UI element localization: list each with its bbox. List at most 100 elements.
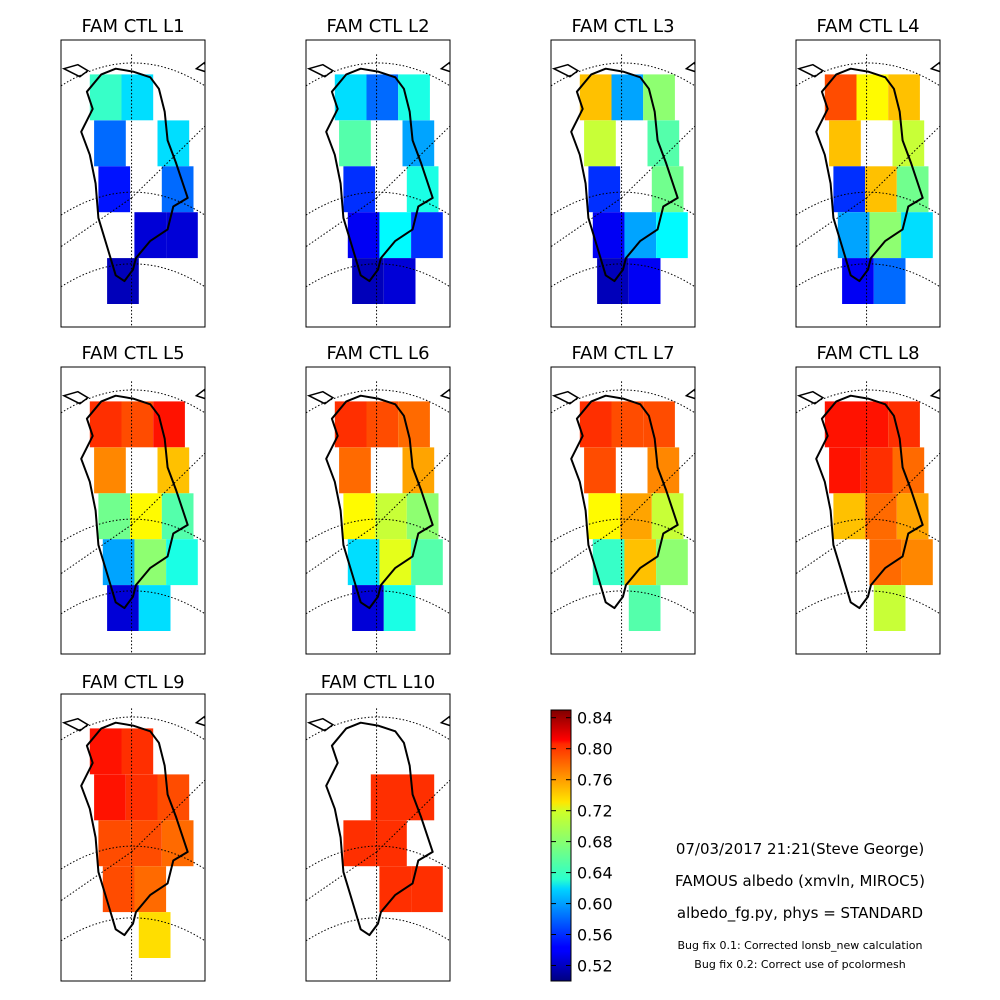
panel-frame [550,366,696,655]
cell-p4-r0-c2 [888,74,920,121]
cell-p4-r3-c2 [901,212,933,259]
panel-9: FAM CTL L9 [60,672,206,982]
coastline [80,67,189,283]
cell-p7-r3-c1 [624,539,657,586]
latitude-line [796,590,940,615]
cell-p3-r2-c0 [588,166,621,213]
cell-p5-r1-c2 [157,447,190,494]
latitude-line [796,191,940,216]
latitude-line [306,845,450,870]
latitude-line [61,263,205,288]
cell-p1-r0-c1 [121,74,154,121]
coastline [61,390,90,405]
panel-frame [305,366,451,655]
colorbar-tick-label: 0.52 [577,957,613,976]
panel-frame [795,366,941,655]
panel-frame [60,39,206,328]
panel-6: FAM CTL L6 [305,343,451,655]
coastline [929,61,940,73]
cell-p8-r1-c0 [829,447,861,494]
latitude-line [61,518,205,543]
coastline [61,717,90,732]
cell-p10-r1-c2 [402,774,435,821]
cell-p4-r1-c2 [892,120,925,167]
cell-p5-r2-c1 [130,493,162,540]
coastline [80,394,189,610]
panel-frame [305,693,451,982]
cell-p2-r4-c1 [383,258,416,304]
colorbar-tick-label: 0.64 [577,864,613,883]
panel-frame [795,39,941,328]
cell-p2-r2-c0 [343,166,376,213]
cell-p8-r4-c1 [873,585,906,631]
cell-p9-r4-c1 [138,912,171,958]
cell-p3-r3-c1 [624,212,657,259]
cell-p8-r2-c1 [865,493,897,540]
cell-p8-r0-c2 [888,401,920,448]
coastline [61,63,90,78]
cell-p2-r1-c2 [402,120,435,167]
coastline [306,63,335,78]
description-text: FAMOUS albedo (xmvln, MIROC5) [675,872,925,890]
cell-p3-r3-c2 [656,212,688,259]
latitude-line [551,518,695,543]
meridian-line [61,851,132,902]
meridian-line [551,197,622,248]
colorbar-ticks: 0.84 0.80 0.76 0.72 0.68 0.64 0.60 0.56 0.52 [551,709,613,976]
coastline [80,721,189,937]
cell-p2-r0-c1 [366,74,399,121]
cell-p4-r4-c1 [873,258,906,304]
cell-p1-r3-c2 [166,212,198,259]
colorbar-tick-label: 0.80 [577,740,613,759]
panel-frame [60,693,206,982]
cell-p3-r4-c1 [628,258,661,304]
meridian-line [551,524,622,575]
cell-p9-r2-c2 [161,820,194,867]
colorbar-tick-label: 0.72 [577,802,613,821]
coastline [796,390,825,405]
panel-10: FAM CTL L10 [305,672,451,982]
latitude-line [61,716,205,741]
cell-p5-r3-c2 [166,539,198,586]
cell-p7-r0-c2 [643,401,675,448]
colorbar-tick-label: 0.56 [577,926,613,945]
latitude-line [796,263,940,288]
cell-p1-r1-c2 [157,120,190,167]
panel-2: FAM CTL L2 [305,16,451,328]
bugfix-2-text: Bug fix 0.2: Correct use of pcolormesh [694,958,906,971]
cell-p3-r0-c2 [643,74,675,121]
latitude-line [796,518,940,543]
coastline [815,394,924,610]
cell-p7-r2-c1 [620,493,652,540]
coastline [439,715,450,727]
coastline [551,390,580,405]
colorbar-tick-label: 0.84 [577,709,613,728]
cell-p8-r1-c1 [860,447,893,494]
coastline [684,388,695,400]
latitude-line [551,590,695,615]
cell-p9-r1-c2 [157,774,190,821]
cell-p5-r2-c2 [161,493,194,540]
latitude-line [61,845,205,870]
panel-frame [550,39,696,328]
cell-p6-r1-c0 [339,447,371,494]
meridian-line [61,197,132,248]
cell-p5-r4-c1 [138,585,171,631]
cell-p10-r3-c2 [411,866,443,913]
panel-title: FAM CTL L5 [81,343,184,364]
latitude-line [306,518,450,543]
panel-title: FAM CTL L8 [816,343,919,364]
latitude-line [551,389,695,414]
latitude-line [306,716,450,741]
panel-1: FAM CTL L1 [60,16,206,328]
coastline [815,67,924,283]
panel-title: FAM CTL L7 [571,343,674,364]
cell-p7-r0-c1 [611,401,644,448]
cell-p5-r1-c0 [94,447,126,494]
cell-p3-r1-c0 [584,120,616,167]
coastline [194,61,205,73]
bugfix-1-text: Bug fix 0.1: Corrected lonsb_new calcula… [677,939,923,952]
colorbar-tick-label: 0.68 [577,833,613,852]
cell-p2-r2-c2 [406,166,439,213]
panel-title: FAM CTL L9 [81,672,184,693]
